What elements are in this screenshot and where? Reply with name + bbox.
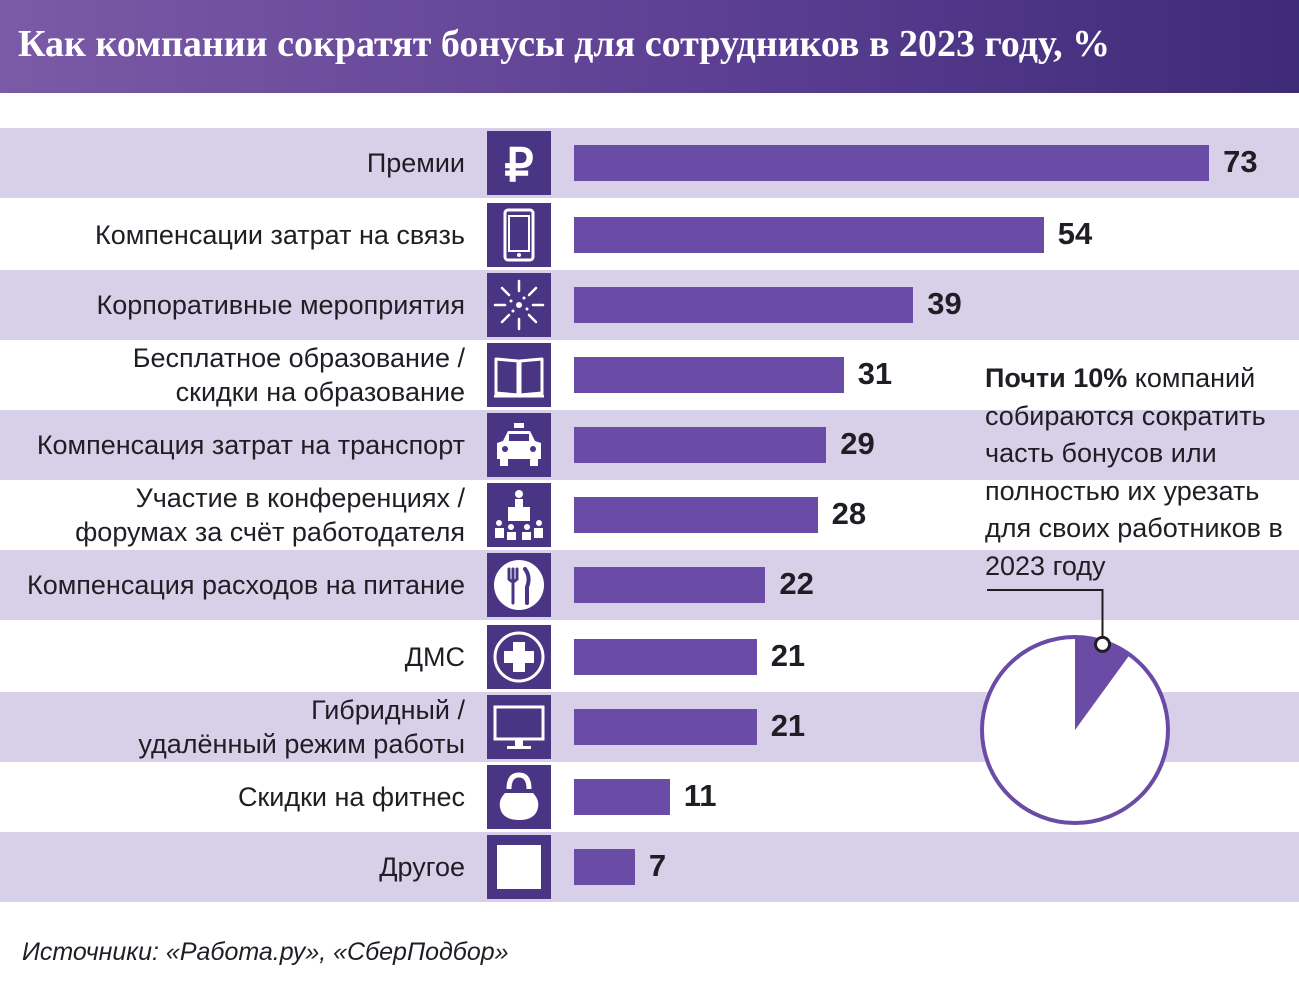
pie-slice (1075, 637, 1130, 730)
ruble-icon: ₽ (487, 131, 551, 195)
category-label: Премии (366, 148, 465, 178)
bar (574, 427, 827, 463)
bar-value-label: 54 (1057, 216, 1093, 251)
monitor-icon (487, 695, 551, 759)
category-label: Другое (379, 852, 465, 882)
bar (574, 639, 757, 675)
category-label: Бесплатное образование / скидки на образ… (132, 343, 465, 407)
book-icon (487, 343, 551, 407)
taxi-icon (487, 413, 551, 477)
bar (574, 497, 818, 533)
category-label: Компенсация расходов на питание (26, 570, 465, 600)
bar-value-label: 22 (779, 566, 814, 601)
kettlebell-icon (487, 765, 551, 829)
category-label: Скидки на фитнес (237, 782, 465, 812)
bar-value-label: 21 (770, 638, 806, 673)
leader-dot (1094, 635, 1111, 653)
category-label: Участие в конференциях / форумах за счёт… (75, 483, 465, 547)
chart-title: Как компании сократят бонусы для сотрудн… (18, 23, 1111, 65)
bar (574, 567, 766, 603)
bar-value-label: 39 (927, 286, 962, 321)
bar (574, 145, 1210, 181)
bar-value-label: 11 (683, 778, 717, 813)
annotation-text: Почти 10% компаний собираются сократить … (985, 360, 1285, 585)
fireworks-icon (487, 273, 551, 337)
bar (574, 849, 635, 885)
pie-chart (980, 589, 1170, 825)
bar (574, 779, 670, 815)
annotation-body: компаний собираются сократить часть бону… (985, 363, 1283, 581)
conference-icon (487, 483, 551, 547)
bar-value-label: 31 (857, 356, 893, 391)
category-label: ДМС (404, 642, 465, 672)
leader-line (987, 589, 1104, 638)
bar-value-label: 28 (831, 496, 867, 531)
title-bar: Как компании сократят бонусы для сотрудн… (0, 0, 1299, 93)
row-stripe (0, 832, 1299, 902)
svg-text:₽: ₽ (504, 139, 533, 191)
category-label: Корпоративные мероприятия (96, 290, 465, 320)
bar (574, 357, 844, 393)
blank-square-icon (487, 835, 551, 899)
category-label: Компенсация затрат на транспорт (36, 430, 465, 460)
medical-cross-icon (487, 625, 551, 689)
bar-value-label: 29 (840, 426, 875, 461)
category-label: Компенсации затрат на связь (94, 220, 465, 250)
bar (574, 709, 757, 745)
bar-value-label: 21 (770, 708, 806, 743)
bar-value-label: 7 (648, 848, 667, 883)
annotation-bold: Почти 10% (985, 363, 1128, 393)
category-label: Гибридный / удалённый режим работы (138, 695, 465, 759)
bar-value-label: 73 (1223, 144, 1258, 179)
bar (574, 217, 1044, 253)
source-text: Источники: «Работа.ру», «СберПодбор» (22, 938, 509, 966)
bar (574, 287, 914, 323)
plate-cutlery-icon (487, 553, 551, 617)
phone-icon (487, 203, 551, 267)
